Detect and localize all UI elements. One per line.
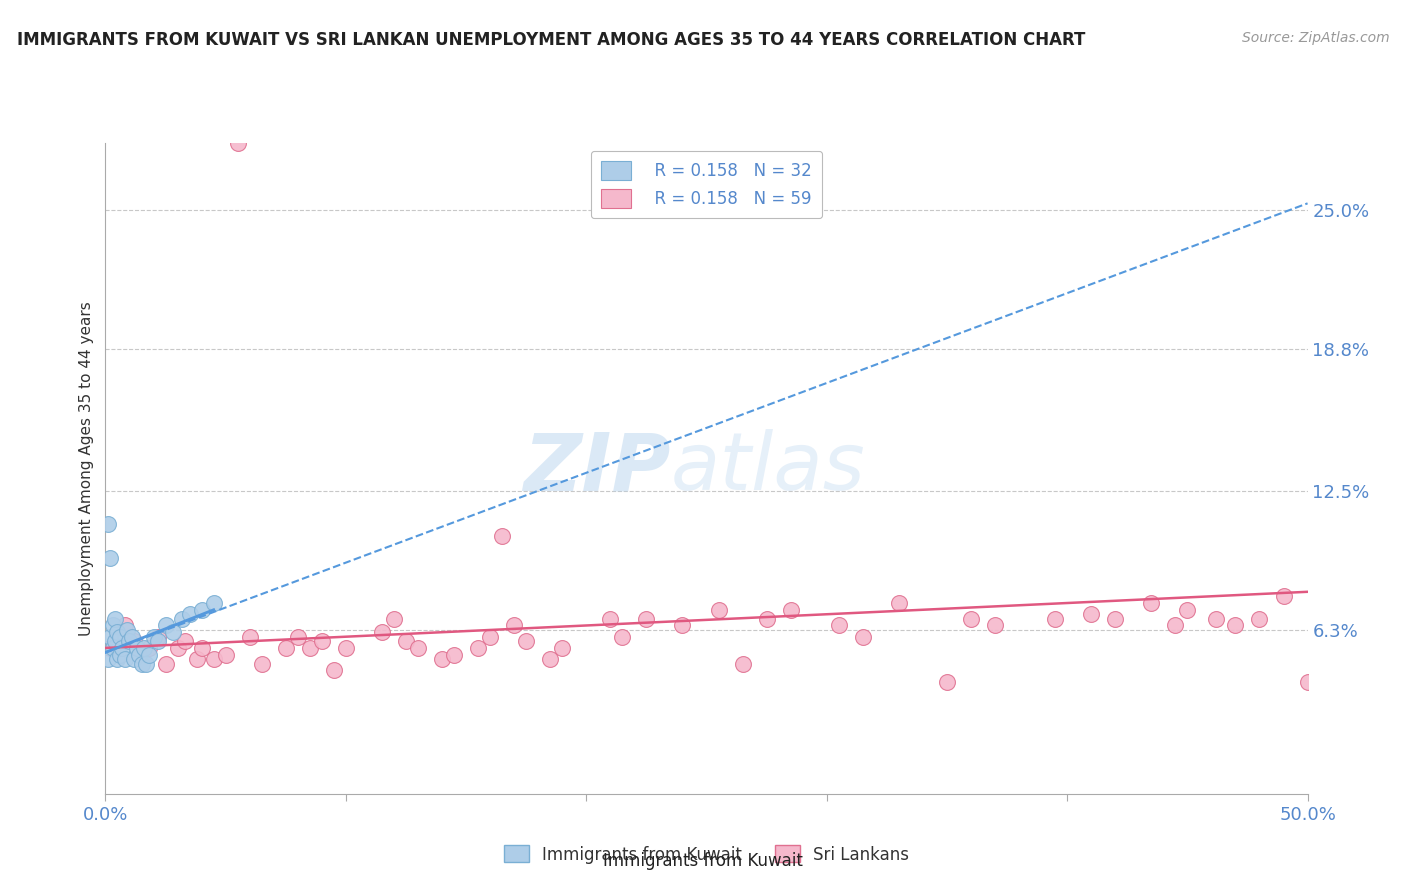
Point — [202, 596, 225, 610]
Point — [887, 596, 910, 610]
Point — [148, 634, 170, 648]
Point — [371, 625, 394, 640]
Point — [852, 630, 875, 644]
Point — [599, 612, 621, 626]
Point — [98, 630, 121, 644]
Point — [138, 648, 160, 662]
Point — [1140, 596, 1163, 610]
Point — [1175, 603, 1198, 617]
Legend: Immigrants from Kuwait, Sri Lankans: Immigrants from Kuwait, Sri Lankans — [496, 838, 917, 871]
Point — [1296, 674, 1319, 689]
Point — [186, 652, 208, 666]
Text: atlas: atlas — [671, 429, 865, 508]
Point — [108, 630, 131, 644]
Point — [1164, 618, 1187, 632]
Point — [124, 634, 146, 648]
Text: Immigrants from Kuwait: Immigrants from Kuwait — [603, 852, 803, 870]
Point — [671, 618, 693, 632]
Point — [166, 640, 188, 655]
Point — [1080, 607, 1102, 622]
Point — [108, 648, 131, 662]
Point — [984, 618, 1007, 632]
Point — [612, 630, 634, 644]
Point — [101, 618, 124, 632]
Point — [173, 634, 195, 648]
Point — [155, 657, 177, 671]
Point — [335, 640, 357, 655]
Point — [124, 652, 146, 666]
Point — [287, 630, 309, 644]
Point — [172, 612, 194, 626]
Text: ZIP: ZIP — [523, 429, 671, 508]
Point — [101, 640, 124, 655]
Point — [128, 648, 150, 662]
Point — [190, 640, 212, 655]
Point — [298, 640, 321, 655]
Point — [250, 657, 273, 671]
Point — [443, 648, 465, 662]
Point — [936, 674, 959, 689]
Text: IMMIGRANTS FROM KUWAIT VS SRI LANKAN UNEMPLOYMENT AMONG AGES 35 TO 44 YEARS CORR: IMMIGRANTS FROM KUWAIT VS SRI LANKAN UNE… — [17, 31, 1085, 49]
Point — [179, 607, 201, 622]
Point — [190, 603, 212, 617]
Point — [114, 652, 136, 666]
Point — [107, 652, 129, 666]
Point — [114, 618, 136, 632]
Point — [755, 612, 778, 626]
Point — [1043, 612, 1066, 626]
Point — [395, 634, 418, 648]
Point — [98, 551, 121, 566]
Point — [479, 630, 502, 644]
Point — [551, 640, 574, 655]
Point — [503, 618, 526, 632]
Point — [1225, 618, 1247, 632]
Point — [239, 630, 262, 644]
Point — [162, 625, 184, 640]
Point — [731, 657, 754, 671]
Point — [98, 640, 121, 655]
Point — [1272, 589, 1295, 603]
Text: Source: ZipAtlas.com: Source: ZipAtlas.com — [1241, 31, 1389, 45]
Point — [104, 634, 127, 648]
Point — [322, 664, 344, 678]
Point — [779, 603, 801, 617]
Point — [104, 612, 127, 626]
Point — [131, 657, 153, 671]
Point — [1249, 612, 1271, 626]
Point — [97, 517, 120, 532]
Point — [125, 640, 148, 655]
Point — [142, 630, 165, 644]
Point — [214, 648, 236, 662]
Point — [115, 623, 138, 637]
Point — [118, 634, 141, 648]
Point — [467, 640, 489, 655]
Point — [135, 657, 157, 671]
Point — [636, 612, 658, 626]
Point — [97, 652, 120, 666]
Point — [311, 634, 333, 648]
Point — [406, 640, 429, 655]
Point — [707, 603, 730, 617]
Point — [132, 640, 155, 655]
Point — [515, 634, 537, 648]
Point — [155, 618, 177, 632]
Point — [107, 625, 129, 640]
Point — [121, 630, 143, 644]
Point — [491, 529, 513, 543]
Y-axis label: Unemployment Among Ages 35 to 44 years: Unemployment Among Ages 35 to 44 years — [79, 301, 94, 636]
Point — [202, 652, 225, 666]
Point — [1104, 612, 1126, 626]
Point — [274, 640, 297, 655]
Point — [148, 630, 170, 644]
Point — [111, 640, 134, 655]
Point — [828, 618, 851, 632]
Point — [960, 612, 983, 626]
Point — [382, 612, 405, 626]
Point — [138, 640, 160, 655]
Point — [1205, 612, 1227, 626]
Point — [430, 652, 453, 666]
Point — [538, 652, 561, 666]
Point — [226, 136, 249, 150]
